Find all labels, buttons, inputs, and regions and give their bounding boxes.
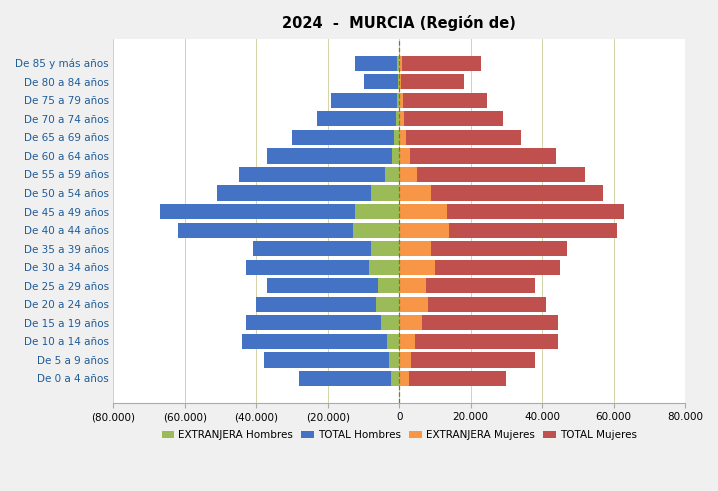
Bar [399,334,558,349]
Bar [399,167,417,182]
Bar [399,130,406,145]
Bar [399,222,617,238]
Bar [399,353,535,368]
Bar [217,186,399,201]
Bar [399,297,546,312]
Bar [399,204,624,219]
Bar [396,111,399,127]
Bar [376,297,399,312]
Bar [399,93,487,108]
Bar [387,334,399,349]
Bar [264,353,399,368]
Bar [399,148,409,164]
Bar [292,130,399,145]
Bar [399,334,415,349]
Bar [392,148,399,164]
Bar [399,315,422,330]
Bar [399,278,426,293]
Bar [355,204,399,219]
Bar [399,186,432,201]
Bar [381,315,399,330]
Bar [399,111,503,127]
Bar [399,93,403,108]
Bar [246,315,399,330]
Bar [399,241,567,256]
Bar [378,278,399,293]
Bar [394,130,399,145]
Bar [253,241,399,256]
Bar [363,74,399,89]
Bar [399,55,402,71]
Bar [399,315,558,330]
Bar [353,222,399,238]
Bar [399,130,521,145]
Bar [398,74,399,89]
Bar [256,297,399,312]
Bar [399,297,428,312]
Title: 2024  -  MURCIA (Región de): 2024 - MURCIA (Región de) [282,15,516,31]
Bar [317,111,399,127]
Bar [399,371,409,386]
Legend: EXTRANJERA Hombres, TOTAL Hombres, EXTRANJERA Mujeres, TOTAL Mujeres: EXTRANJERA Hombres, TOTAL Hombres, EXTRA… [157,426,641,445]
Bar [399,260,560,275]
Bar [399,278,535,293]
Bar [399,167,585,182]
Bar [178,222,399,238]
Bar [332,93,399,108]
Bar [399,222,449,238]
Bar [242,334,399,349]
Bar [399,74,464,89]
Bar [369,260,399,275]
Bar [391,371,399,386]
Bar [399,353,411,368]
Bar [160,204,399,219]
Bar [299,371,399,386]
Bar [399,371,506,386]
Bar [370,186,399,201]
Bar [396,93,399,108]
Bar [399,55,481,71]
Bar [389,353,399,368]
Bar [267,148,399,164]
Bar [267,278,399,293]
Bar [355,55,399,71]
Bar [370,241,399,256]
Bar [399,74,401,89]
Bar [399,148,556,164]
Bar [399,204,447,219]
Bar [398,55,399,71]
Bar [238,167,399,182]
Bar [399,260,435,275]
Bar [385,167,399,182]
Bar [399,111,404,127]
Bar [399,186,603,201]
Bar [399,241,432,256]
Bar [246,260,399,275]
